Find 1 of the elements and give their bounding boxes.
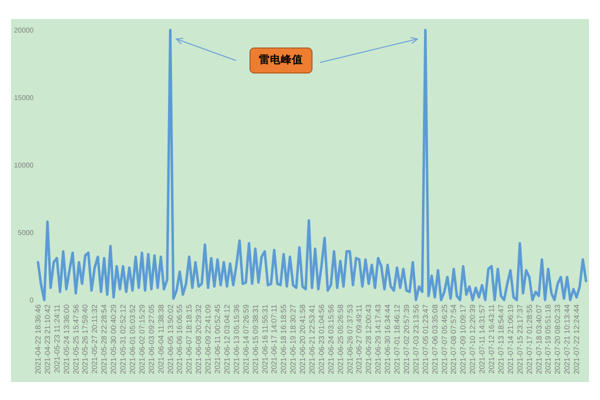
line-series xyxy=(36,28,588,302)
